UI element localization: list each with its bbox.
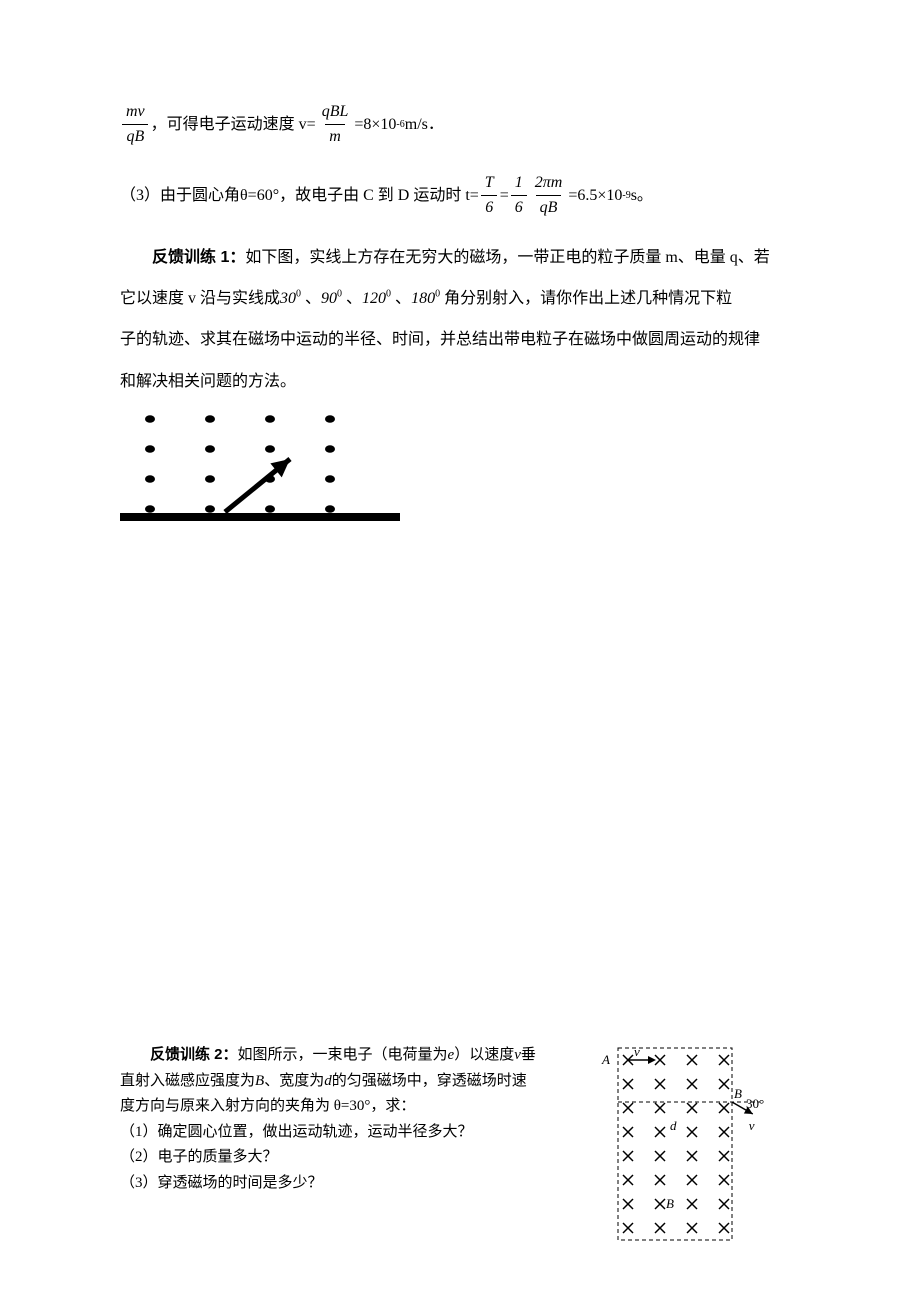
exercise2-q1: （1）确定圆心位置，做出运动轨迹，运动半径多大？ (120, 1120, 590, 1146)
text: =6.5×10 (568, 184, 622, 208)
text: （2）电子的质量多大？ (120, 1149, 278, 1165)
text: （3）穿透磁场的时间是多少？ (120, 1175, 323, 1191)
frac-den: qB (122, 124, 148, 149)
text: ，可得电子运动速度 v= (151, 113, 316, 137)
text: 垂 (521, 1047, 536, 1063)
fraction-mv-qb: mv qB (122, 100, 149, 149)
frac-num: T (481, 171, 498, 195)
text: ）以速度 (454, 1047, 514, 1063)
degree: 0 (337, 289, 342, 300)
fraction-2pim-qb: 2πm qB (531, 171, 567, 220)
exercise2-block: 反馈训练 2：如图所示，一束电子（电荷量为e）以速度v垂 直射入磁感应强度为B、… (120, 1042, 820, 1260)
exercise1-line3: 子的轨迹、求其在磁场中运动的半径、时间，并总结出带电粒子在磁场中做圆周运动的规律 (120, 322, 810, 357)
angle: 90 (321, 290, 337, 307)
text: 子的轨迹、求其在磁场中运动的半径、时间，并总结出带电粒子在磁场中做圆周运动的规律 (120, 331, 760, 348)
text: 如图所示，一束电子（电荷量为 (238, 1047, 448, 1063)
frac-den: 6 (511, 195, 527, 220)
text: 和解决相关问题的方法。 (120, 373, 296, 390)
angle: 30 (280, 290, 296, 307)
frac-num: qBL (318, 100, 353, 124)
exercise1-label: 反馈训练 1： (152, 249, 245, 266)
frac-den: m (325, 124, 345, 149)
equation-line-1: mv qB ，可得电子运动速度 v= qBL m =8×10-6m/s． (120, 100, 810, 149)
text: =8×10 (354, 113, 396, 137)
exercise2-line3: 度方向与原来入射方向的夹角为 θ=30°，求： (120, 1094, 590, 1120)
exponent: -6 (396, 117, 404, 132)
svg-text:d: d (670, 1118, 677, 1133)
frac-den: qB (536, 195, 562, 220)
exercise2-text: 反馈训练 2：如图所示，一束电子（电荷量为e）以速度v垂 直射入磁感应强度为B、… (120, 1042, 590, 1260)
fraction-1-6: 1 6 (511, 171, 527, 220)
exercise2-line2: 直射入磁感应强度为B、宽度为d的匀强磁场中，穿透磁场时速 (120, 1069, 590, 1095)
svg-text:30°: 30° (746, 1096, 764, 1111)
exercise2-q2: （2）电子的质量多大？ (120, 1145, 590, 1171)
diagram-magnetic-field-out (120, 409, 400, 549)
svg-text:v: v (749, 1118, 755, 1133)
exponent: -9 (622, 188, 630, 203)
degree: 0 (296, 289, 301, 300)
text: （1）确定圆心位置，做出运动轨迹，运动半径多大？ (120, 1124, 473, 1140)
var-B: B (255, 1073, 264, 1089)
angle: 180 (411, 290, 435, 307)
diagram1-svg (120, 409, 400, 549)
diagram2-svg: Av Bv 30° d B (600, 1042, 800, 1252)
text: m/s． (405, 113, 444, 137)
svg-text:B: B (734, 1086, 742, 1101)
exercise2-line1: 反馈训练 2：如图所示，一束电子（电荷量为e）以速度v垂 (120, 1042, 590, 1069)
text: s。 (631, 184, 653, 208)
angle: 120 (362, 290, 386, 307)
svg-text:A: A (601, 1052, 610, 1067)
text: 度方向与原来入射方向的夹角为 θ=30°，求： (120, 1098, 415, 1114)
frac-num: 2πm (531, 171, 567, 195)
frac-den: 6 (481, 195, 497, 220)
fraction-t-6: T 6 (481, 171, 498, 220)
diagram-magnetic-field-in: Av Bv 30° d B (600, 1042, 800, 1260)
exercise2-label: 反馈训练 2： (150, 1046, 238, 1063)
degree: 0 (435, 289, 440, 300)
text: 角分别射入，请你作出上述几种情况下粒 (444, 290, 732, 307)
text: 直射入磁感应强度为 (120, 1073, 255, 1089)
fraction-qbl-m: qBL m (318, 100, 353, 149)
var-v: v (514, 1047, 521, 1063)
text: 、宽度为 (264, 1073, 324, 1089)
degree: 0 (386, 289, 391, 300)
svg-text:B: B (666, 1196, 674, 1211)
text: （3）由于圆心角θ=60°，故电子由 C 到 D 运动时 t= (120, 184, 479, 208)
frac-num: 1 (511, 171, 527, 195)
exercise1-line4: 和解决相关问题的方法。 (120, 364, 810, 399)
text: 的匀强磁场中，穿透磁场时速 (332, 1073, 527, 1089)
svg-text:v: v (634, 1044, 640, 1059)
exercise2-q3: （3）穿透磁场的时间是多少？ (120, 1171, 590, 1197)
exercise1-line2: 它以速度 v 沿与实线成300 、900 、1200 、1800 角分别射入，请… (120, 281, 810, 316)
text: 如下图，实线上方存在无穷大的磁场，一带正电的粒子质量 m、电量 q、若 (245, 249, 769, 266)
frac-num: mv (122, 100, 149, 124)
equation-line-3: （3）由于圆心角θ=60°，故电子由 C 到 D 运动时 t= T 6 = 1 … (120, 171, 810, 220)
exercise1-line1: 反馈训练 1：如下图，实线上方存在无穷大的磁场，一带正电的粒子质量 m、电量 q… (120, 240, 810, 275)
text: 它以速度 v 沿与实线成 (120, 290, 280, 307)
equals: = (500, 184, 509, 208)
var-d: d (324, 1073, 332, 1089)
